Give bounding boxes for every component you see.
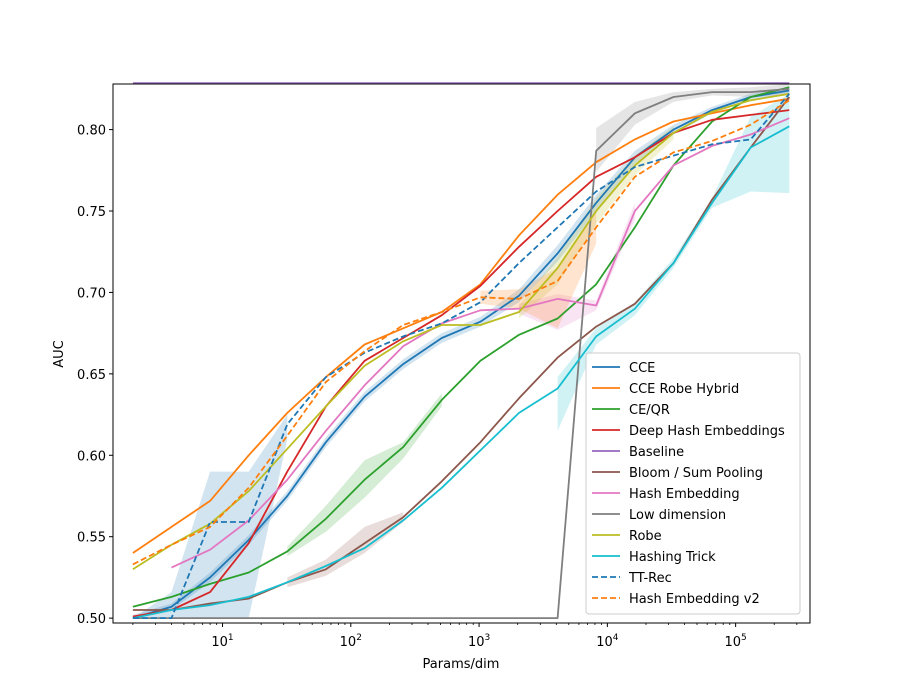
y-tick-label: 0.80 (77, 124, 106, 139)
legend-frame (585, 352, 801, 615)
series-tt-rec-dashed (132, 93, 790, 619)
legend-label-cce-robe-hybrid: CCE Robe Hybrid (629, 382, 739, 397)
legend: CCE CCE Robe Hybrid CE/QR Deep Hash Embeddi… (585, 352, 801, 615)
y-tick-label: 0.65 (77, 368, 106, 383)
y-axis-label: AUC (52, 340, 67, 368)
series-low-dimension (132, 88, 790, 619)
legend-label-hashing-trick: Hashing Trick (629, 550, 716, 565)
series-cce (132, 89, 790, 619)
y-axis-ticks: 0.50 0.55 0.60 0.65 0.70 0.75 0.80 (77, 124, 113, 627)
legend-label-low-dimension: Low dimension (629, 508, 726, 523)
y-tick-label: 0.75 (77, 205, 106, 220)
legend-label-hash-embedding: Hash Embedding (629, 487, 740, 502)
legend-label-hash-embedding-v2: Hash Embedding v2 (629, 592, 760, 607)
y-tick-label: 0.70 (77, 286, 106, 301)
y-tick-label: 0.50 (77, 612, 106, 627)
band-tt-rec-7 (132, 414, 288, 619)
series-lines (132, 82, 791, 619)
legend-label-baseline: Baseline (629, 445, 684, 460)
band-hash-embedding-3 (519, 202, 635, 330)
y-tick-label: 0.55 (77, 531, 106, 546)
band-low-dimension-4 (596, 84, 790, 172)
series-deep-hash-embeddings (132, 109, 790, 618)
band-bloom-sum-pooling-2 (287, 512, 404, 588)
legend-label-deep-hash-embeddings: Deep Hash Embeddings (629, 424, 785, 439)
x-axis-label: Params/dim (423, 657, 500, 672)
band-robe-5 (519, 126, 674, 319)
series-hash-embedding (171, 117, 790, 569)
band-ce-qr-1 (287, 393, 442, 557)
plot-frame (112, 83, 811, 624)
legend-label-tt-rec: TT-Rec (628, 571, 672, 586)
series-ce-qr (132, 86, 790, 608)
legend-label-ce-qr: CE/QR (629, 403, 670, 418)
legend-label-robe: Robe (629, 529, 662, 544)
series-hash-embedding-v2-dashed (132, 99, 790, 566)
series-robe (132, 92, 790, 571)
y-tick-label: 0.60 (77, 449, 106, 464)
legend-label-bloom-sum-pooling: Bloom / Sum Pooling (629, 466, 763, 481)
series-hashing-trick (132, 125, 790, 619)
band-cce-0 (132, 87, 790, 619)
series-cce-robe-hybrid (132, 97, 790, 554)
legend-label-cce: CCE (629, 361, 655, 376)
